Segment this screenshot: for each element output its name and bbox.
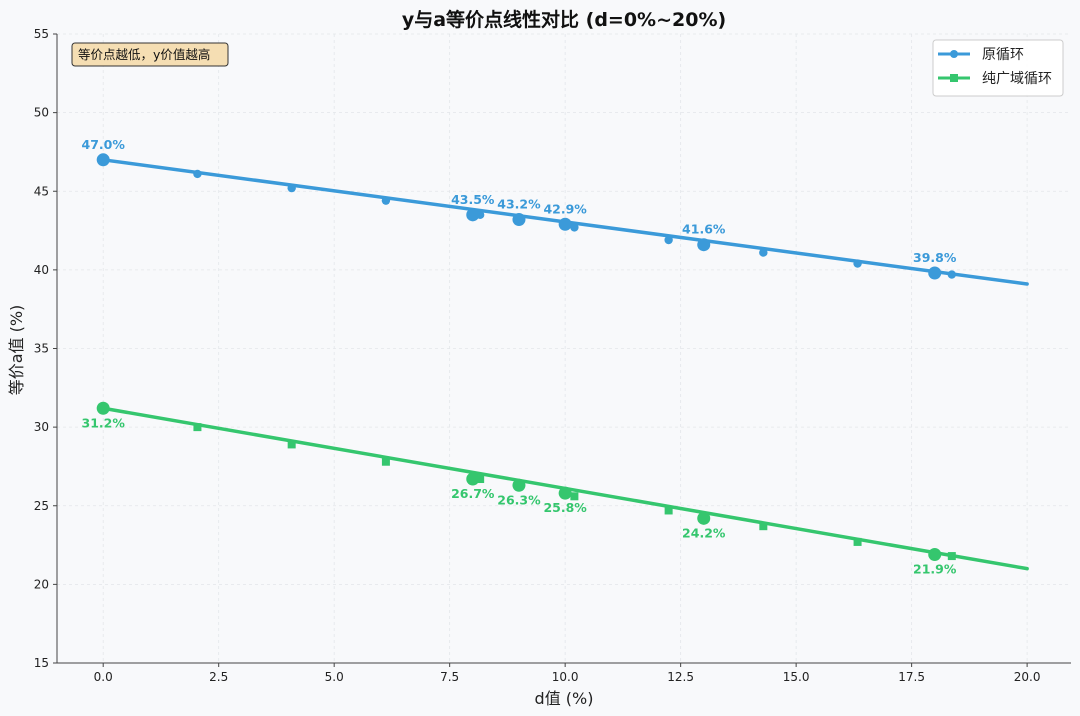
data-label: 41.6% — [682, 222, 726, 237]
data-label: 25.8% — [543, 500, 587, 515]
series-marker — [853, 537, 862, 546]
y-tick-label: 20 — [34, 577, 49, 591]
x-tick-label: 2.5 — [209, 670, 228, 684]
series-marker — [759, 248, 768, 257]
legend-item-original: 原循环 — [938, 47, 1024, 63]
x-tick-label: 12.5 — [667, 670, 694, 684]
series-marker — [381, 457, 390, 466]
highlight-point — [512, 213, 526, 227]
highlight-point — [96, 401, 110, 415]
y-tick-label: 15 — [34, 656, 49, 670]
chart-title: y与a等价点线性对比 (d=0%~20%) — [402, 8, 726, 31]
legend-item-wide-area: 纯广域循环 — [938, 71, 1052, 87]
x-tick-label: 7.5 — [440, 670, 459, 684]
data-label: 21.9% — [913, 561, 957, 576]
data-label: 43.5% — [451, 192, 495, 207]
series-marker — [287, 183, 296, 193]
highlight-point — [512, 478, 526, 492]
series-marker — [476, 475, 485, 484]
series-wide-area: 31.2% 26.7% 26.3%25.8% 24.2% 21.9% — [82, 401, 1029, 576]
series-original: 47.0% 43.5% 43.2% 42.9% 41.6% 39.8% — [82, 137, 1029, 286]
series-marker — [287, 440, 296, 449]
legend-label-wide-area: 纯广域循环 — [982, 71, 1052, 87]
note-background — [71, 42, 229, 67]
y-tick-label: 25 — [34, 499, 49, 513]
highlight-point — [466, 208, 480, 222]
note-box: 等价点越低，y价值越高 — [71, 42, 229, 67]
series-group: 47.0% 43.5% 43.2% 42.9% 41.6% 39.8% 31.2% 26.7%… — [82, 137, 1029, 576]
y-tick-label: 50 — [34, 106, 49, 120]
highlight-point — [466, 472, 480, 486]
data-label: 43.2% — [497, 197, 541, 212]
highlight-point — [928, 266, 942, 280]
series-marker — [947, 552, 956, 561]
highlight-point — [697, 238, 711, 252]
legend-marker-wide-area — [950, 74, 958, 82]
data-label: 24.2% — [682, 525, 726, 540]
ticks: 0.0 2.5 5.0 7.5 10.0 12.5 15.0 17.5 20.0 15 20 25 30… — [34, 27, 1041, 684]
series-marker — [193, 423, 202, 432]
data-label: 26.7% — [451, 486, 495, 501]
x-tick-label: 0.0 — [94, 670, 113, 684]
series-marker — [947, 270, 957, 279]
x-axis-label: d值 (%) — [535, 689, 594, 708]
x-tick-label: 15.0 — [783, 670, 810, 684]
legend: 原循环 纯广域循环 — [932, 39, 1064, 97]
series-marker — [570, 492, 579, 501]
data-label: 39.8% — [913, 250, 957, 265]
series-marker — [759, 522, 768, 531]
x-tick-label: 10.0 — [552, 670, 579, 684]
y-tick-label: 45 — [34, 184, 49, 198]
y-tick-label: 30 — [34, 420, 49, 434]
series-marker — [664, 235, 673, 245]
data-label: 42.9% — [543, 201, 587, 216]
data-label: 31.2% — [82, 415, 126, 430]
y-tick-label: 40 — [34, 263, 49, 277]
highlight-point — [558, 486, 572, 500]
grid — [57, 33, 1071, 664]
series-marker — [193, 169, 202, 179]
y-axis-label: 等价a值 (%) — [7, 305, 26, 396]
series-marker — [664, 506, 673, 515]
highlight-point — [96, 153, 110, 167]
x-tick-label: 17.5 — [898, 670, 925, 684]
x-tick-label: 5.0 — [325, 670, 344, 684]
highlight-point — [928, 547, 942, 561]
series-marker — [570, 223, 579, 232]
x-tick-label: 20.0 — [1014, 670, 1041, 684]
y-tick-label: 55 — [34, 27, 49, 41]
legend-label-original: 原循环 — [982, 47, 1024, 63]
y-tick-label: 35 — [34, 342, 49, 356]
series-marker — [853, 259, 862, 268]
data-label: 26.3% — [497, 492, 541, 507]
legend-marker-original — [950, 50, 958, 58]
series-marker — [381, 196, 391, 205]
data-label: 47.0% — [82, 137, 126, 152]
highlight-point — [558, 217, 572, 231]
highlight-point — [697, 511, 711, 525]
note-text: 等价点越低，y价值越高 — [78, 47, 210, 62]
